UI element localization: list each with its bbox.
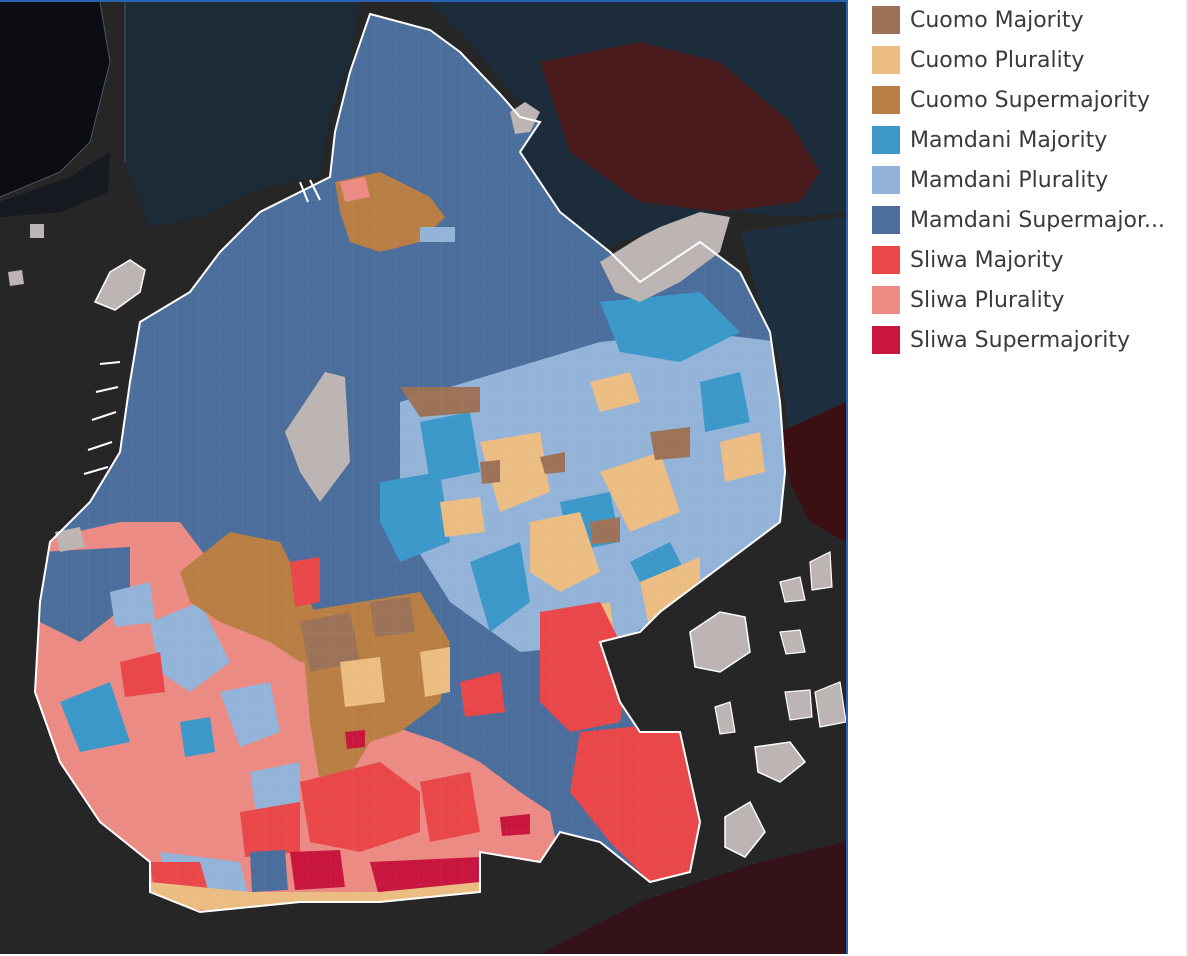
bay-island [784, 689, 813, 721]
legend-swatch [872, 326, 900, 354]
legend-item-cuomo-plurality[interactable]: Cuomo Plurality [872, 40, 1188, 80]
legend-item-mamdani-plurality[interactable]: Mamdani Plurality [872, 160, 1188, 200]
legend-item-sliwa-majority[interactable]: Sliwa Majority [872, 240, 1188, 280]
legend-item-mamdani-majority[interactable]: Mamdani Majority [872, 120, 1188, 160]
legend-swatch [872, 286, 900, 314]
bay-island [724, 800, 766, 858]
legend-item-sliwa-supermajority[interactable]: Sliwa Supermajority [872, 320, 1188, 360]
brooklyn-outline [33, 12, 787, 914]
small-island [30, 224, 44, 238]
legend-swatch [872, 246, 900, 274]
legend-swatch [872, 166, 900, 194]
legend-item-mamdani-supermajority[interactable]: Mamdani Supermajor... [872, 200, 1188, 240]
legend-item-cuomo-supermajority[interactable]: Cuomo Supermajority [872, 80, 1188, 120]
bay-island [689, 611, 751, 673]
manhattan-area [0, 2, 110, 197]
map-canvas[interactable] [0, 2, 846, 954]
waterfront-piers [83, 179, 321, 475]
legend-swatch [872, 46, 900, 74]
small-park [55, 527, 85, 552]
legend-swatch [872, 206, 900, 234]
cemetery-park [600, 212, 730, 302]
legend-label: Mamdani Plurality [910, 167, 1109, 193]
prospect-park [285, 372, 350, 502]
bay-island [814, 681, 846, 728]
legend-swatch [872, 86, 900, 114]
legend-label: Sliwa Plurality [910, 287, 1065, 313]
legend-item-cuomo-majority[interactable]: Cuomo Majority [872, 0, 1188, 40]
legend-label: Mamdani Supermajor... [910, 207, 1165, 233]
bay-island [714, 701, 736, 735]
legend-label: Mamdani Majority [910, 127, 1108, 153]
small-island [8, 270, 24, 286]
bay-island [779, 576, 806, 603]
bay-island [779, 629, 806, 655]
panel-edge [1186, 0, 1188, 956]
legend-label: Cuomo Majority [910, 7, 1084, 33]
governors-island [93, 259, 146, 311]
queens-west [125, 2, 360, 227]
legend-item-sliwa-plurality[interactable]: Sliwa Plurality [872, 280, 1188, 320]
rockaway-area [540, 842, 846, 954]
bay-island [754, 741, 807, 783]
map-legend: Cuomo Majority Cuomo Plurality Cuomo Sup… [872, 0, 1188, 360]
bay-island [809, 551, 833, 591]
legend-label: Sliwa Supermajority [910, 327, 1131, 353]
manhattan-streets [0, 2, 126, 198]
election-map[interactable] [0, 0, 848, 954]
legend-label: Cuomo Plurality [910, 47, 1085, 73]
legend-label: Sliwa Majority [910, 247, 1064, 273]
legend-swatch [872, 126, 900, 154]
queens-red-south [780, 402, 846, 542]
manhattan-tip [0, 152, 110, 217]
queens-east [740, 217, 846, 442]
legend-label: Cuomo Supermajority [910, 87, 1151, 113]
queens-red-area [540, 42, 820, 212]
legend-swatch [872, 6, 900, 34]
